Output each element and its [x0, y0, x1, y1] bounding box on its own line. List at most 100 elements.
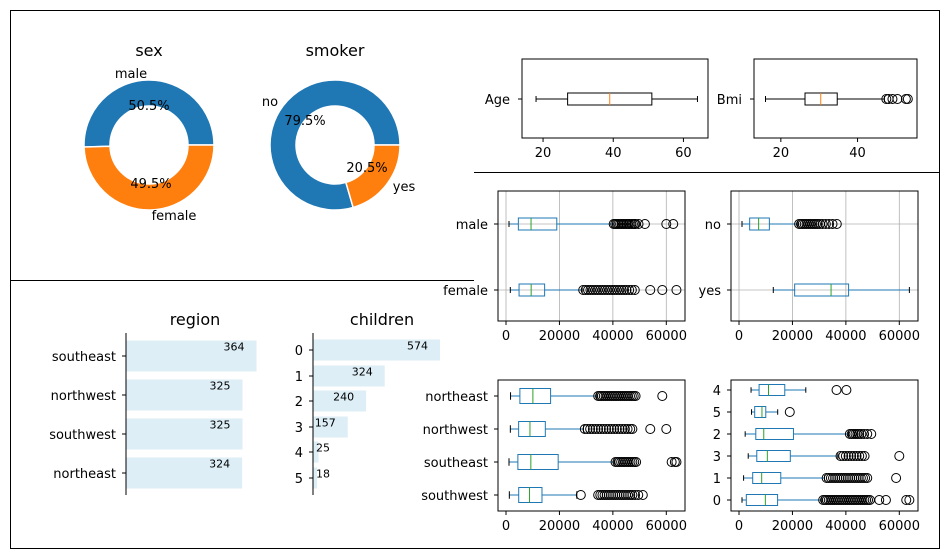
x-tick-label: 0 — [735, 329, 743, 344]
y-tick-label: 3 — [713, 450, 721, 465]
x-tick-label: 60000 — [646, 519, 687, 534]
y-tick-label: southeast — [52, 350, 116, 365]
y-tick-label: Bmi — [717, 93, 742, 108]
outlier-point — [661, 219, 672, 229]
y-tick-label: 5 — [295, 472, 303, 487]
box-iqr — [517, 454, 559, 470]
outlier-point — [619, 424, 630, 434]
x-tick-label: 20 — [773, 146, 790, 161]
outlier-point — [617, 424, 628, 434]
outlier-point — [578, 285, 589, 295]
outlier-point — [887, 94, 898, 104]
outlier-point — [598, 424, 609, 434]
bar-5 — [313, 467, 317, 489]
outlier-point — [619, 285, 630, 295]
outlier-point — [582, 424, 593, 434]
box-iqr — [752, 472, 782, 484]
y-tick-label: 3 — [295, 421, 303, 436]
outlier-point — [820, 219, 831, 229]
box-iqr — [519, 388, 552, 404]
sex-percent-label: 49.5% — [130, 177, 171, 192]
y-tick-label: male — [456, 218, 488, 233]
charges-by-children-boxplot: 4 5 2 3 1 00 20000 40000 60000 — [713, 379, 920, 534]
charges-by-region-boxplot: northeast northwest southeast southwest 0 200… — [421, 379, 687, 534]
box-Bmi — [765, 92, 913, 106]
outlier-point — [602, 285, 613, 295]
sex-slice-male — [83, 79, 215, 148]
outlier-point — [595, 424, 606, 434]
y-tick-label: northeast — [425, 390, 488, 405]
box-northeast — [510, 388, 668, 404]
outlier-point — [583, 285, 594, 295]
outlier-point — [831, 219, 842, 229]
box-no — [741, 217, 842, 231]
outlier-point — [630, 490, 641, 500]
x-tick-label: 0 — [502, 519, 510, 534]
box-Age — [535, 92, 698, 106]
smoker-slice-yes — [344, 144, 401, 209]
bar-value-label: 574 — [407, 340, 428, 353]
outlier-point — [580, 285, 591, 295]
outlier-point — [835, 451, 846, 461]
box-southeast — [508, 454, 682, 470]
box-iqr — [518, 421, 546, 437]
y-tick-label: 0 — [295, 344, 303, 359]
bar-value-label: 325 — [209, 419, 230, 432]
x-tick-label: 40000 — [825, 519, 866, 534]
y-tick-label: no — [705, 218, 721, 233]
outlier-point — [599, 285, 610, 295]
outlier-point — [840, 451, 851, 461]
outlier-point — [597, 285, 608, 295]
outlier-point — [587, 424, 598, 434]
outlier-point — [607, 285, 618, 295]
y-tick-label: 1 — [713, 472, 721, 487]
y-tick-label: 5 — [713, 406, 721, 421]
outlier-point — [616, 285, 627, 295]
outlier-point — [838, 451, 849, 461]
outlier-point — [590, 285, 601, 295]
outlier-point — [827, 219, 838, 229]
outlier-point — [614, 424, 625, 434]
outlier-point — [880, 495, 891, 505]
x-tick-label: 40000 — [592, 329, 633, 344]
outlier-point — [601, 424, 612, 434]
outlier-point — [629, 285, 640, 295]
outlier-point — [587, 285, 598, 295]
outlier-point — [624, 285, 635, 295]
y-tick-label: northwest — [51, 389, 116, 404]
outlier-point — [645, 424, 656, 434]
children-bar-chart: children 574 0 324 1 240 2 157 3 25 4 18 5 — [295, 310, 441, 495]
box-iqr — [754, 406, 767, 418]
outlier-point — [671, 457, 682, 467]
outlier-point — [859, 451, 870, 461]
outlier-point — [645, 285, 656, 295]
y-tick-label: Age — [485, 93, 510, 108]
bar-value-label: 18 — [316, 468, 330, 481]
x-tick-label: 60000 — [646, 329, 687, 344]
outlier-point — [627, 490, 638, 500]
bar-value-label: 324 — [352, 366, 373, 379]
plot-frame — [521, 58, 709, 139]
plot-frame — [497, 379, 686, 512]
bar-northwest — [126, 379, 243, 411]
box-iqr — [758, 384, 786, 396]
plot-frame — [753, 58, 918, 139]
outlier-point — [606, 424, 617, 434]
outlier-point — [894, 451, 905, 461]
x-tick-label: 60 — [675, 146, 692, 161]
outlier-point — [626, 285, 637, 295]
outlier-point — [590, 424, 601, 434]
box-iqr — [794, 283, 850, 297]
outlier-point — [671, 285, 682, 295]
y-tick-label: southeast — [424, 456, 488, 471]
bar-value-label: 325 — [209, 380, 230, 393]
outlier-point — [856, 429, 867, 439]
smoker-slice-no — [269, 79, 401, 211]
bar-southwest — [126, 418, 243, 450]
outlier-point — [824, 219, 835, 229]
outlier-point — [856, 451, 867, 461]
charges-by-smoker-boxplot: no yes 0 20000 40000 60000 — [699, 190, 920, 344]
bar-1 — [313, 365, 385, 387]
box-iqr — [755, 428, 794, 440]
x-tick-label: 20000 — [539, 329, 580, 344]
